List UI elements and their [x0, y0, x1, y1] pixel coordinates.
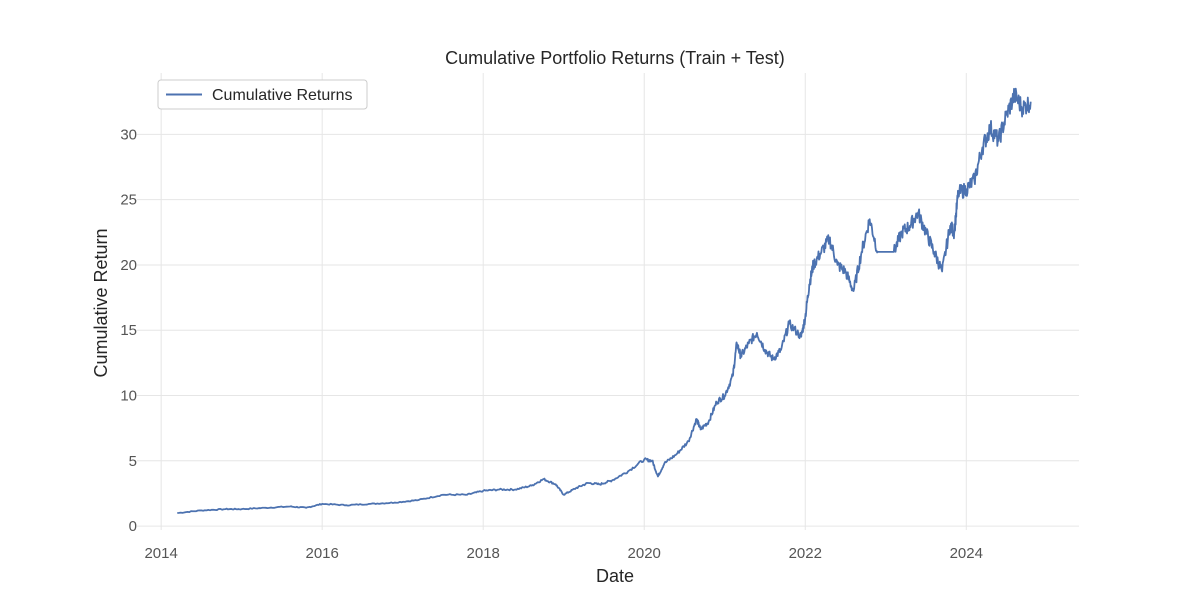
x-tick-label: 2024	[950, 545, 983, 562]
legend: Cumulative Returns	[158, 80, 367, 109]
x-tick-label: 2014	[144, 545, 177, 562]
legend-label: Cumulative Returns	[212, 87, 353, 104]
grid	[137, 73, 1079, 530]
x-tick-label: 2022	[789, 545, 822, 562]
x-tick-label: 2016	[305, 545, 338, 562]
y-tick-label: 25	[120, 192, 137, 209]
y-tick-label: 10	[120, 388, 137, 405]
chart-title: Cumulative Portfolio Returns (Train + Te…	[445, 48, 785, 68]
y-tick-label: 20	[120, 257, 137, 274]
series-layer	[177, 89, 1030, 513]
x-tick-label: 2020	[628, 545, 661, 562]
axis-ticks: 2014 2016 2018 2020 2022 2024 0 5 10 15 20 25 30	[120, 126, 983, 562]
y-tick-label: 15	[120, 322, 137, 339]
y-tick-label: 5	[129, 453, 137, 470]
y-axis-label: Cumulative Return	[91, 228, 111, 377]
y-tick-label: 0	[129, 518, 137, 535]
series-line-cumulative-returns	[177, 89, 1030, 513]
x-tick-label: 2018	[467, 545, 500, 562]
y-tick-label: 30	[120, 126, 137, 143]
x-axis-label: Date	[596, 566, 634, 586]
